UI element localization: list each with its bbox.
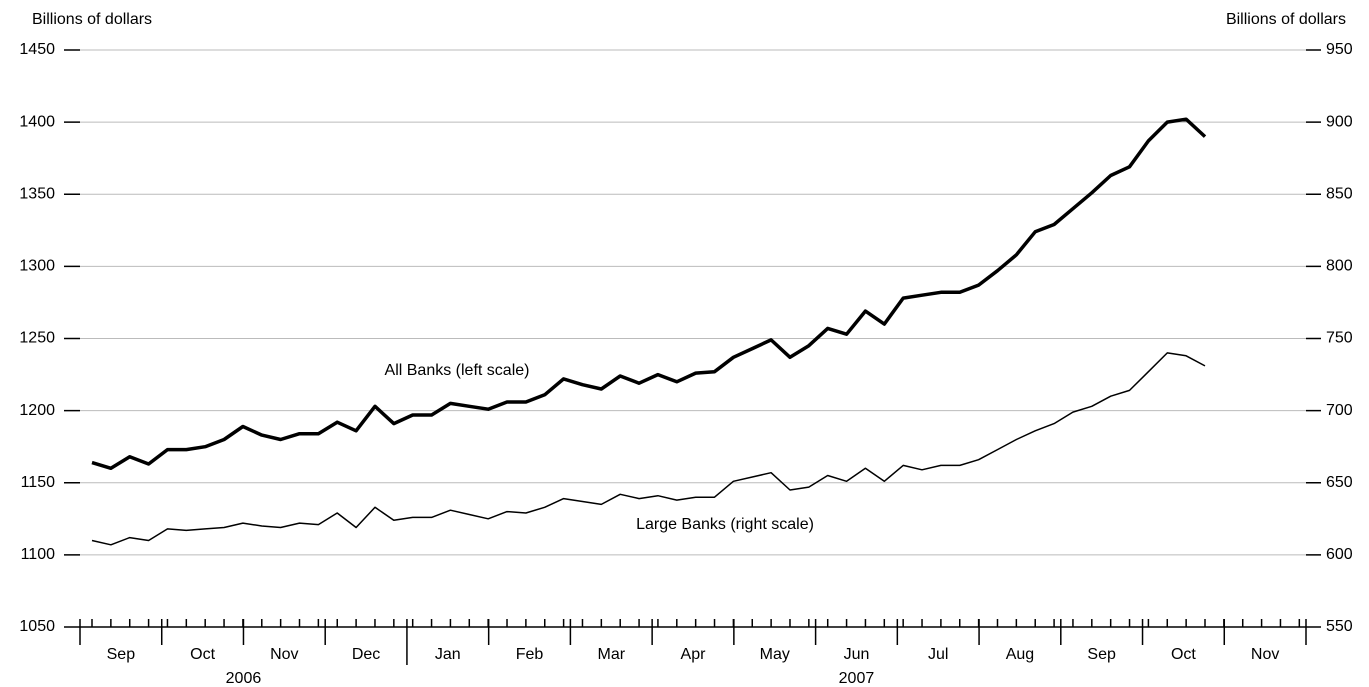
y-tick-label: 1150 <box>21 474 56 491</box>
x-tick-label: Mar <box>597 646 625 663</box>
x-tick-label: Oct <box>1171 646 1196 663</box>
y2-tick-label: 700 <box>1326 402 1353 419</box>
x-tick-label: Jun <box>844 646 870 663</box>
y-tick-label: 1250 <box>19 330 55 347</box>
y-tick-label: 1300 <box>19 258 55 275</box>
x-tick-label: Apr <box>681 646 707 663</box>
series-annotation: All Banks (left scale) <box>385 362 530 379</box>
y2-tick-label: 800 <box>1326 258 1353 275</box>
year-label: 2006 <box>226 670 262 687</box>
x-tick-label: Feb <box>516 646 544 663</box>
x-tick-label: Dec <box>352 646 380 663</box>
x-tick-label: Nov <box>1251 646 1279 663</box>
y-axis-title: Billions of dollars <box>32 11 152 28</box>
y-tick-label: 1100 <box>21 546 56 563</box>
series-line <box>91 352 1206 546</box>
x-tick-label: Nov <box>270 646 298 663</box>
year-label: 2007 <box>839 670 875 687</box>
y2-tick-label: 900 <box>1326 113 1353 130</box>
x-tick-label: May <box>760 646 790 663</box>
x-tick-label: Aug <box>1006 646 1034 663</box>
series-line <box>91 117 1207 471</box>
y2-tick-label: 850 <box>1326 185 1353 202</box>
y2-axis-title: Billions of dollars <box>1226 11 1346 28</box>
x-tick-label: Oct <box>190 646 215 663</box>
x-tick-label: Jul <box>928 646 948 663</box>
y-tick-label: 1400 <box>19 113 55 130</box>
y-tick-label: 1450 <box>19 41 55 58</box>
series-annotation: Large Banks (right scale) <box>636 516 814 533</box>
y2-tick-label: 750 <box>1326 330 1353 347</box>
x-tick-label: Sep <box>1087 646 1116 663</box>
x-tick-label: Jan <box>435 646 461 663</box>
y2-tick-label: 550 <box>1326 618 1353 635</box>
y-tick-label: 1050 <box>19 618 55 635</box>
x-tick-label: Sep <box>107 646 136 663</box>
y2-tick-label: 950 <box>1326 41 1353 58</box>
y-tick-label: 1200 <box>19 402 55 419</box>
y2-tick-label: 600 <box>1326 546 1353 563</box>
y2-tick-label: 650 <box>1326 474 1353 491</box>
y-tick-label: 1350 <box>19 185 55 202</box>
